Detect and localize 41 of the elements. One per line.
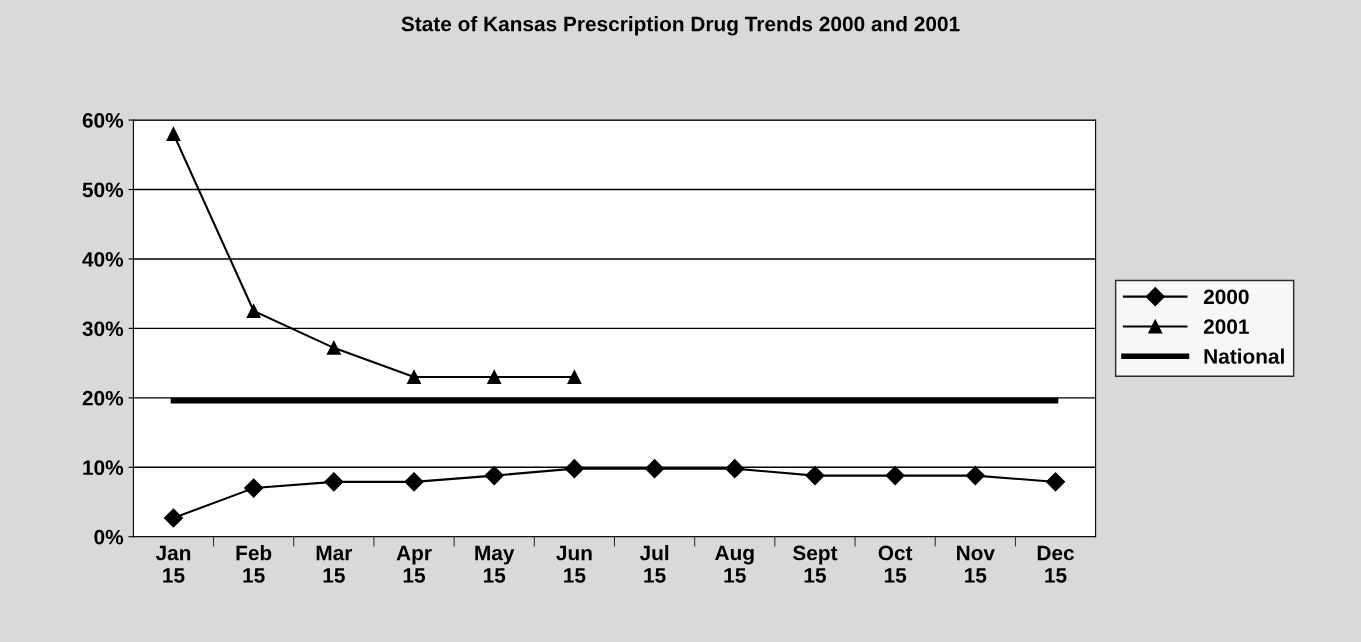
y-tick-label: 60% (82, 113, 124, 128)
point (166, 126, 181, 141)
point (244, 478, 264, 498)
x-tick-label: Apr 15 (396, 545, 432, 583)
point (407, 370, 421, 384)
point (163, 508, 184, 528)
legend-label: 2001 (1203, 319, 1249, 334)
point (324, 472, 344, 492)
point (246, 304, 261, 318)
y-tick-label: 50% (82, 182, 124, 198)
point (326, 340, 341, 355)
point (404, 472, 424, 492)
x-tick-label: Aug 15 (715, 545, 754, 583)
x-tick-label: Jan 15 (155, 545, 191, 583)
x-tick-label: Mar 15 (316, 545, 353, 583)
x-tick-label: Jun 15 (556, 545, 592, 583)
legend-label: 2000 (1203, 289, 1249, 305)
point (487, 370, 502, 384)
y-tick-label: 40% (82, 251, 124, 267)
y-tick-label: 20% (82, 390, 124, 406)
legend-label: National (1204, 348, 1284, 364)
point (567, 370, 582, 384)
point (484, 466, 504, 486)
x-tick-label: May 15 (475, 545, 515, 583)
y-tick-label: 0% (94, 529, 124, 545)
point (564, 459, 584, 479)
y-tick-label: 10% (83, 460, 124, 476)
x-tick-label: Oct 15 (878, 545, 913, 583)
x-tick-label: Feb 15 (236, 545, 272, 583)
chart-title: State of Kansas Prescription Drug Trends 2000 and 2001 (401, 16, 960, 36)
point (1045, 472, 1066, 492)
point (885, 466, 905, 486)
x-tick-label: Nov 15 (957, 545, 995, 583)
point (965, 466, 985, 486)
x-tick-label: Sept 15 (792, 545, 838, 583)
point (805, 466, 825, 486)
x-tick-label: Jul 15 (639, 545, 669, 583)
y-tick-label: 30% (82, 321, 124, 337)
point (645, 459, 665, 479)
x-tick-label: Dec 15 (1037, 545, 1075, 583)
point (725, 459, 745, 479)
